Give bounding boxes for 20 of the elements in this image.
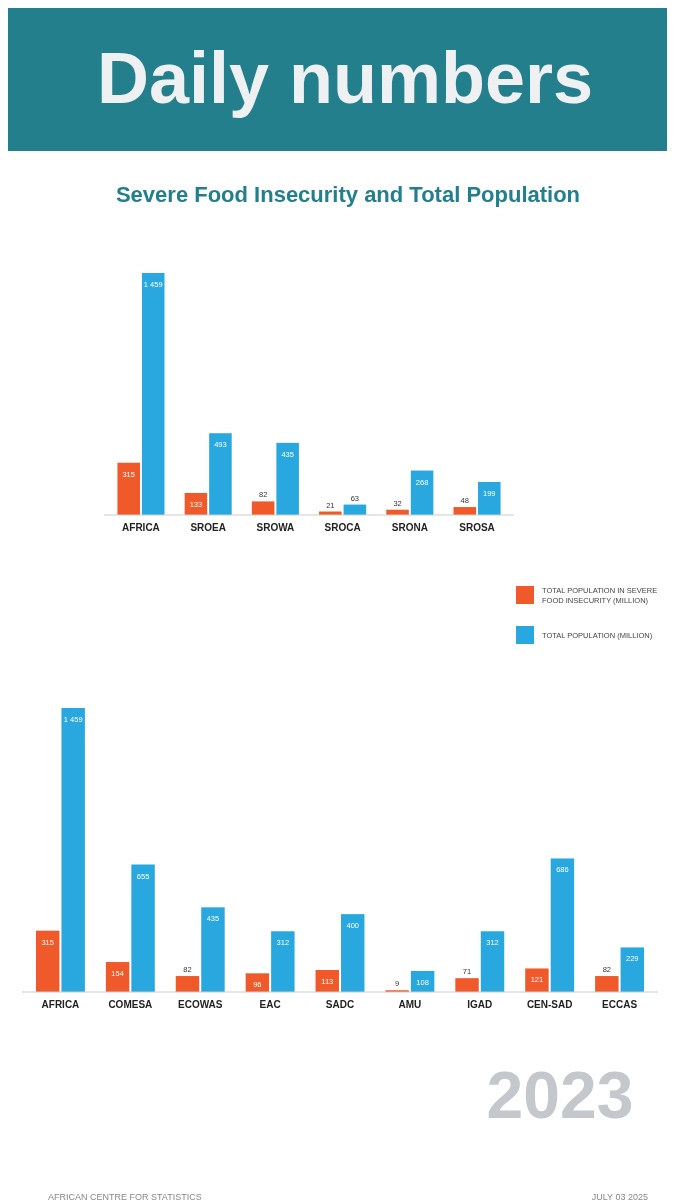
x-tick-label: SRONA	[391, 522, 428, 533]
text: JULY 03 2025	[591, 1192, 648, 1200]
chart-title: Daily numbers	[96, 38, 594, 118]
x-tick-label: AFRICA	[41, 999, 80, 1010]
x-tick-label: SADC	[325, 999, 355, 1010]
x-tick-label: ECOWAS	[177, 999, 223, 1010]
x-tick-label: EAC	[259, 999, 281, 1010]
x-tick-label: AFRICA	[122, 522, 160, 533]
x-tick-label: AMU	[398, 999, 422, 1010]
x-tick-label: SROSA	[459, 522, 495, 533]
chart-subtitle: Severe Food Insecurity and Total Population	[115, 182, 581, 207]
x-tick-label: ECCAS	[602, 999, 638, 1010]
x-tick-label: COMESA	[108, 999, 153, 1010]
x-tick-label: SROEA	[190, 522, 226, 533]
x-tick-label: IGAD	[467, 999, 493, 1010]
x-tick-label: CEN-SAD	[526, 999, 573, 1010]
x-tick-label: SROCA	[324, 522, 361, 533]
x-tick-label: SROWA	[256, 522, 295, 533]
text: 2023	[486, 1058, 634, 1132]
text: AFRICAN CENTRE FOR STATISTICS	[48, 1192, 202, 1200]
